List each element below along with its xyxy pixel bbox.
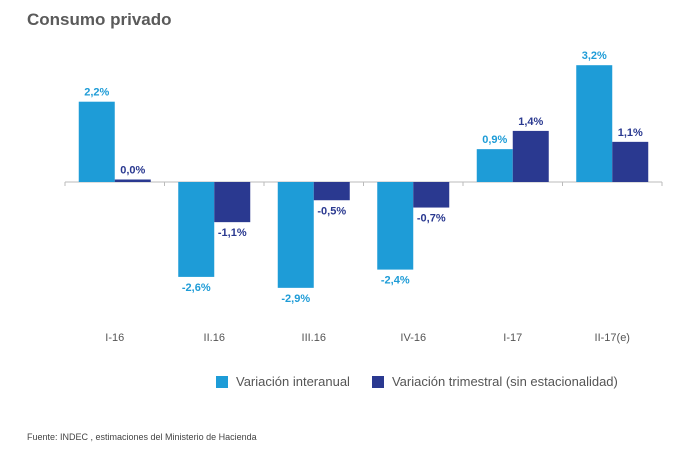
data-label-interanual-2: -2,9% xyxy=(281,293,310,305)
bar-interanual-3 xyxy=(377,182,414,270)
data-label-interanual-0: 2,2% xyxy=(84,87,109,99)
legend-swatch-interanual xyxy=(216,375,228,388)
bar-interanual-0 xyxy=(78,101,115,182)
bar-interanual-4 xyxy=(476,149,513,182)
data-label-interanual-4: 0,9% xyxy=(482,134,507,146)
bar-trimestral-2 xyxy=(313,182,350,201)
bar-chart: 2,2% 0,0% I-16 -2,6% -1,1% II.16 -2,9% -0,5% III… xyxy=(64,50,663,344)
legend-label-trimestral: Variación trimestral (sin estacionalidad… xyxy=(391,374,618,389)
x-tick-label-2: III.16 xyxy=(302,332,326,344)
bar-interanual-1 xyxy=(178,182,215,277)
x-tick-label-0: I-16 xyxy=(105,332,124,344)
x-tick-label-1: II.16 xyxy=(204,332,225,344)
data-label-interanual-3: -2,4% xyxy=(381,275,410,287)
data-label-trimestral-5: 1,1% xyxy=(618,127,643,139)
bar-interanual-2 xyxy=(277,182,314,288)
bar-trimestral-5 xyxy=(612,141,649,182)
legend-item-interanual: Variación interanual xyxy=(216,374,350,389)
data-label-trimestral-3: -0,7% xyxy=(417,213,446,225)
chart-title: Consumo privado xyxy=(27,10,172,29)
source-note: Fuente: INDEC , estimaciones del Ministe… xyxy=(27,432,257,442)
data-label-interanual-1: -2,6% xyxy=(182,282,211,294)
legend-label-interanual: Variación interanual xyxy=(236,374,350,389)
bar-trimestral-1 xyxy=(214,182,251,223)
bar-trimestral-4 xyxy=(512,130,549,182)
legend-swatch-trimestral xyxy=(371,375,384,388)
bar-trimestral-0 xyxy=(114,179,151,182)
data-label-trimestral-0: 0,0% xyxy=(120,165,145,177)
legend-item-trimestral: Variación trimestral (sin estacionalidad… xyxy=(371,374,618,389)
x-tick-label-4: I-17 xyxy=(503,332,522,344)
data-label-trimestral-4: 1,4% xyxy=(518,116,543,128)
bar-interanual-5 xyxy=(576,65,613,182)
data-label-trimestral-1: -1,1% xyxy=(218,227,247,239)
x-tick-label-5: II-17(e) xyxy=(595,332,630,344)
data-label-interanual-5: 3,2% xyxy=(582,50,607,62)
data-label-trimestral-2: -0,5% xyxy=(317,205,346,217)
legend: Variación interanual Variación trimestra… xyxy=(216,374,640,389)
bar-trimestral-3 xyxy=(413,182,450,208)
x-tick-label-3: IV-16 xyxy=(400,332,426,344)
